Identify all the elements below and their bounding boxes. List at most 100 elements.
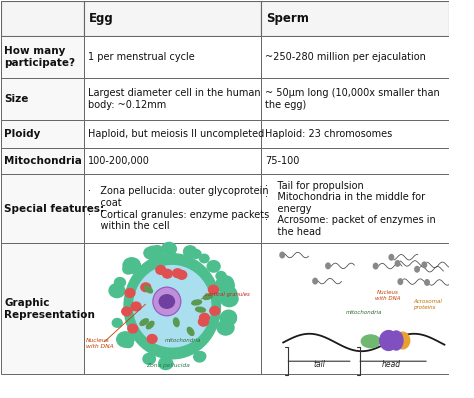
Circle shape bbox=[120, 334, 128, 341]
Ellipse shape bbox=[173, 318, 179, 327]
Circle shape bbox=[109, 284, 125, 298]
Ellipse shape bbox=[192, 300, 201, 305]
Circle shape bbox=[159, 295, 174, 308]
Circle shape bbox=[220, 287, 237, 301]
Text: Size: Size bbox=[4, 94, 28, 104]
Bar bbox=[84, 120, 261, 148]
Ellipse shape bbox=[196, 307, 205, 312]
Circle shape bbox=[112, 318, 122, 327]
Circle shape bbox=[146, 246, 160, 258]
Ellipse shape bbox=[326, 263, 330, 269]
Circle shape bbox=[196, 352, 206, 361]
Ellipse shape bbox=[124, 254, 220, 359]
Text: Haploid, but meiosis II uncompleted: Haploid, but meiosis II uncompleted bbox=[88, 129, 264, 139]
Bar bbox=[84, 36, 261, 78]
Text: How many
participate?: How many participate? bbox=[4, 47, 75, 68]
Bar bbox=[0, 78, 84, 120]
Bar bbox=[0, 244, 84, 374]
Circle shape bbox=[191, 250, 201, 258]
Circle shape bbox=[207, 261, 220, 272]
Circle shape bbox=[123, 338, 132, 347]
Ellipse shape bbox=[146, 321, 154, 329]
Text: tail: tail bbox=[313, 360, 325, 369]
Circle shape bbox=[173, 269, 182, 277]
Ellipse shape bbox=[390, 331, 403, 350]
Bar bbox=[261, 78, 449, 120]
Text: ·   Zona pellucida: outer glycoprotein
    coat
·   Cortical granules: enzyme pa: · Zona pellucida: outer glycoprotein coa… bbox=[88, 186, 269, 231]
Ellipse shape bbox=[203, 294, 213, 299]
Bar bbox=[84, 1, 261, 36]
Ellipse shape bbox=[398, 279, 402, 285]
Circle shape bbox=[144, 247, 157, 259]
Bar bbox=[261, 1, 449, 36]
Bar bbox=[84, 148, 261, 174]
Ellipse shape bbox=[395, 332, 410, 349]
Circle shape bbox=[183, 246, 197, 258]
Text: Special features:: Special features: bbox=[4, 204, 104, 214]
Bar bbox=[0, 1, 84, 36]
Ellipse shape bbox=[313, 278, 318, 284]
Bar bbox=[261, 174, 449, 244]
Circle shape bbox=[117, 332, 134, 347]
Bar bbox=[261, 244, 449, 374]
Circle shape bbox=[216, 276, 234, 291]
Ellipse shape bbox=[280, 252, 284, 258]
Circle shape bbox=[159, 357, 173, 369]
Circle shape bbox=[194, 352, 205, 362]
Circle shape bbox=[217, 320, 234, 335]
Circle shape bbox=[128, 324, 137, 333]
Circle shape bbox=[124, 339, 133, 347]
Ellipse shape bbox=[134, 265, 211, 347]
Ellipse shape bbox=[415, 266, 419, 272]
Bar bbox=[84, 174, 261, 244]
Ellipse shape bbox=[140, 319, 148, 326]
Circle shape bbox=[216, 271, 226, 280]
Text: Nucleus
with DNA: Nucleus with DNA bbox=[86, 338, 114, 349]
Text: Sperm: Sperm bbox=[266, 12, 309, 25]
Text: Acrosomal
proteins: Acrosomal proteins bbox=[413, 299, 442, 310]
Ellipse shape bbox=[187, 328, 194, 336]
Bar bbox=[261, 120, 449, 148]
Ellipse shape bbox=[153, 287, 181, 316]
Circle shape bbox=[123, 258, 140, 273]
Circle shape bbox=[118, 334, 134, 347]
Circle shape bbox=[222, 285, 233, 295]
Circle shape bbox=[221, 310, 237, 324]
Circle shape bbox=[220, 312, 237, 326]
Text: Mitochondria: Mitochondria bbox=[4, 156, 82, 166]
Ellipse shape bbox=[145, 286, 153, 293]
Text: Zona pellucida: Zona pellucida bbox=[146, 363, 190, 368]
Bar bbox=[84, 78, 261, 120]
Circle shape bbox=[218, 278, 234, 293]
Text: cortical granules: cortical granules bbox=[204, 292, 249, 297]
Circle shape bbox=[143, 353, 155, 364]
Circle shape bbox=[163, 269, 172, 278]
Text: Haploid: 23 chromosomes: Haploid: 23 chromosomes bbox=[265, 129, 392, 139]
Circle shape bbox=[141, 283, 151, 292]
Circle shape bbox=[123, 265, 134, 274]
Circle shape bbox=[209, 285, 219, 294]
Circle shape bbox=[115, 277, 126, 287]
Text: 1 per menstrual cycle: 1 per menstrual cycle bbox=[88, 52, 195, 62]
Circle shape bbox=[177, 271, 187, 279]
Bar bbox=[0, 174, 84, 244]
Text: mitochondria: mitochondria bbox=[346, 310, 382, 314]
Circle shape bbox=[125, 289, 135, 297]
Circle shape bbox=[162, 242, 176, 256]
Bar bbox=[0, 36, 84, 78]
Text: ·   Tail for propulsion
·   Mitochondria in the middle for
    energy
·   Acroso: · Tail for propulsion · Mitochondria in … bbox=[265, 181, 436, 237]
Circle shape bbox=[199, 317, 209, 326]
Text: Graphic
Representation: Graphic Representation bbox=[4, 298, 95, 320]
Circle shape bbox=[156, 265, 166, 274]
Circle shape bbox=[122, 307, 132, 316]
Circle shape bbox=[210, 306, 220, 315]
Circle shape bbox=[200, 313, 210, 322]
Text: Largest diameter cell in the human
body: ~0.12mm: Largest diameter cell in the human body:… bbox=[88, 88, 261, 110]
Ellipse shape bbox=[389, 254, 393, 260]
Bar bbox=[261, 148, 449, 174]
Ellipse shape bbox=[361, 335, 380, 347]
Text: Nucleus
with DNA: Nucleus with DNA bbox=[375, 290, 401, 301]
Text: 100-200,000: 100-200,000 bbox=[88, 156, 150, 166]
Text: Egg: Egg bbox=[89, 12, 114, 25]
Text: Ploidy: Ploidy bbox=[4, 129, 41, 139]
